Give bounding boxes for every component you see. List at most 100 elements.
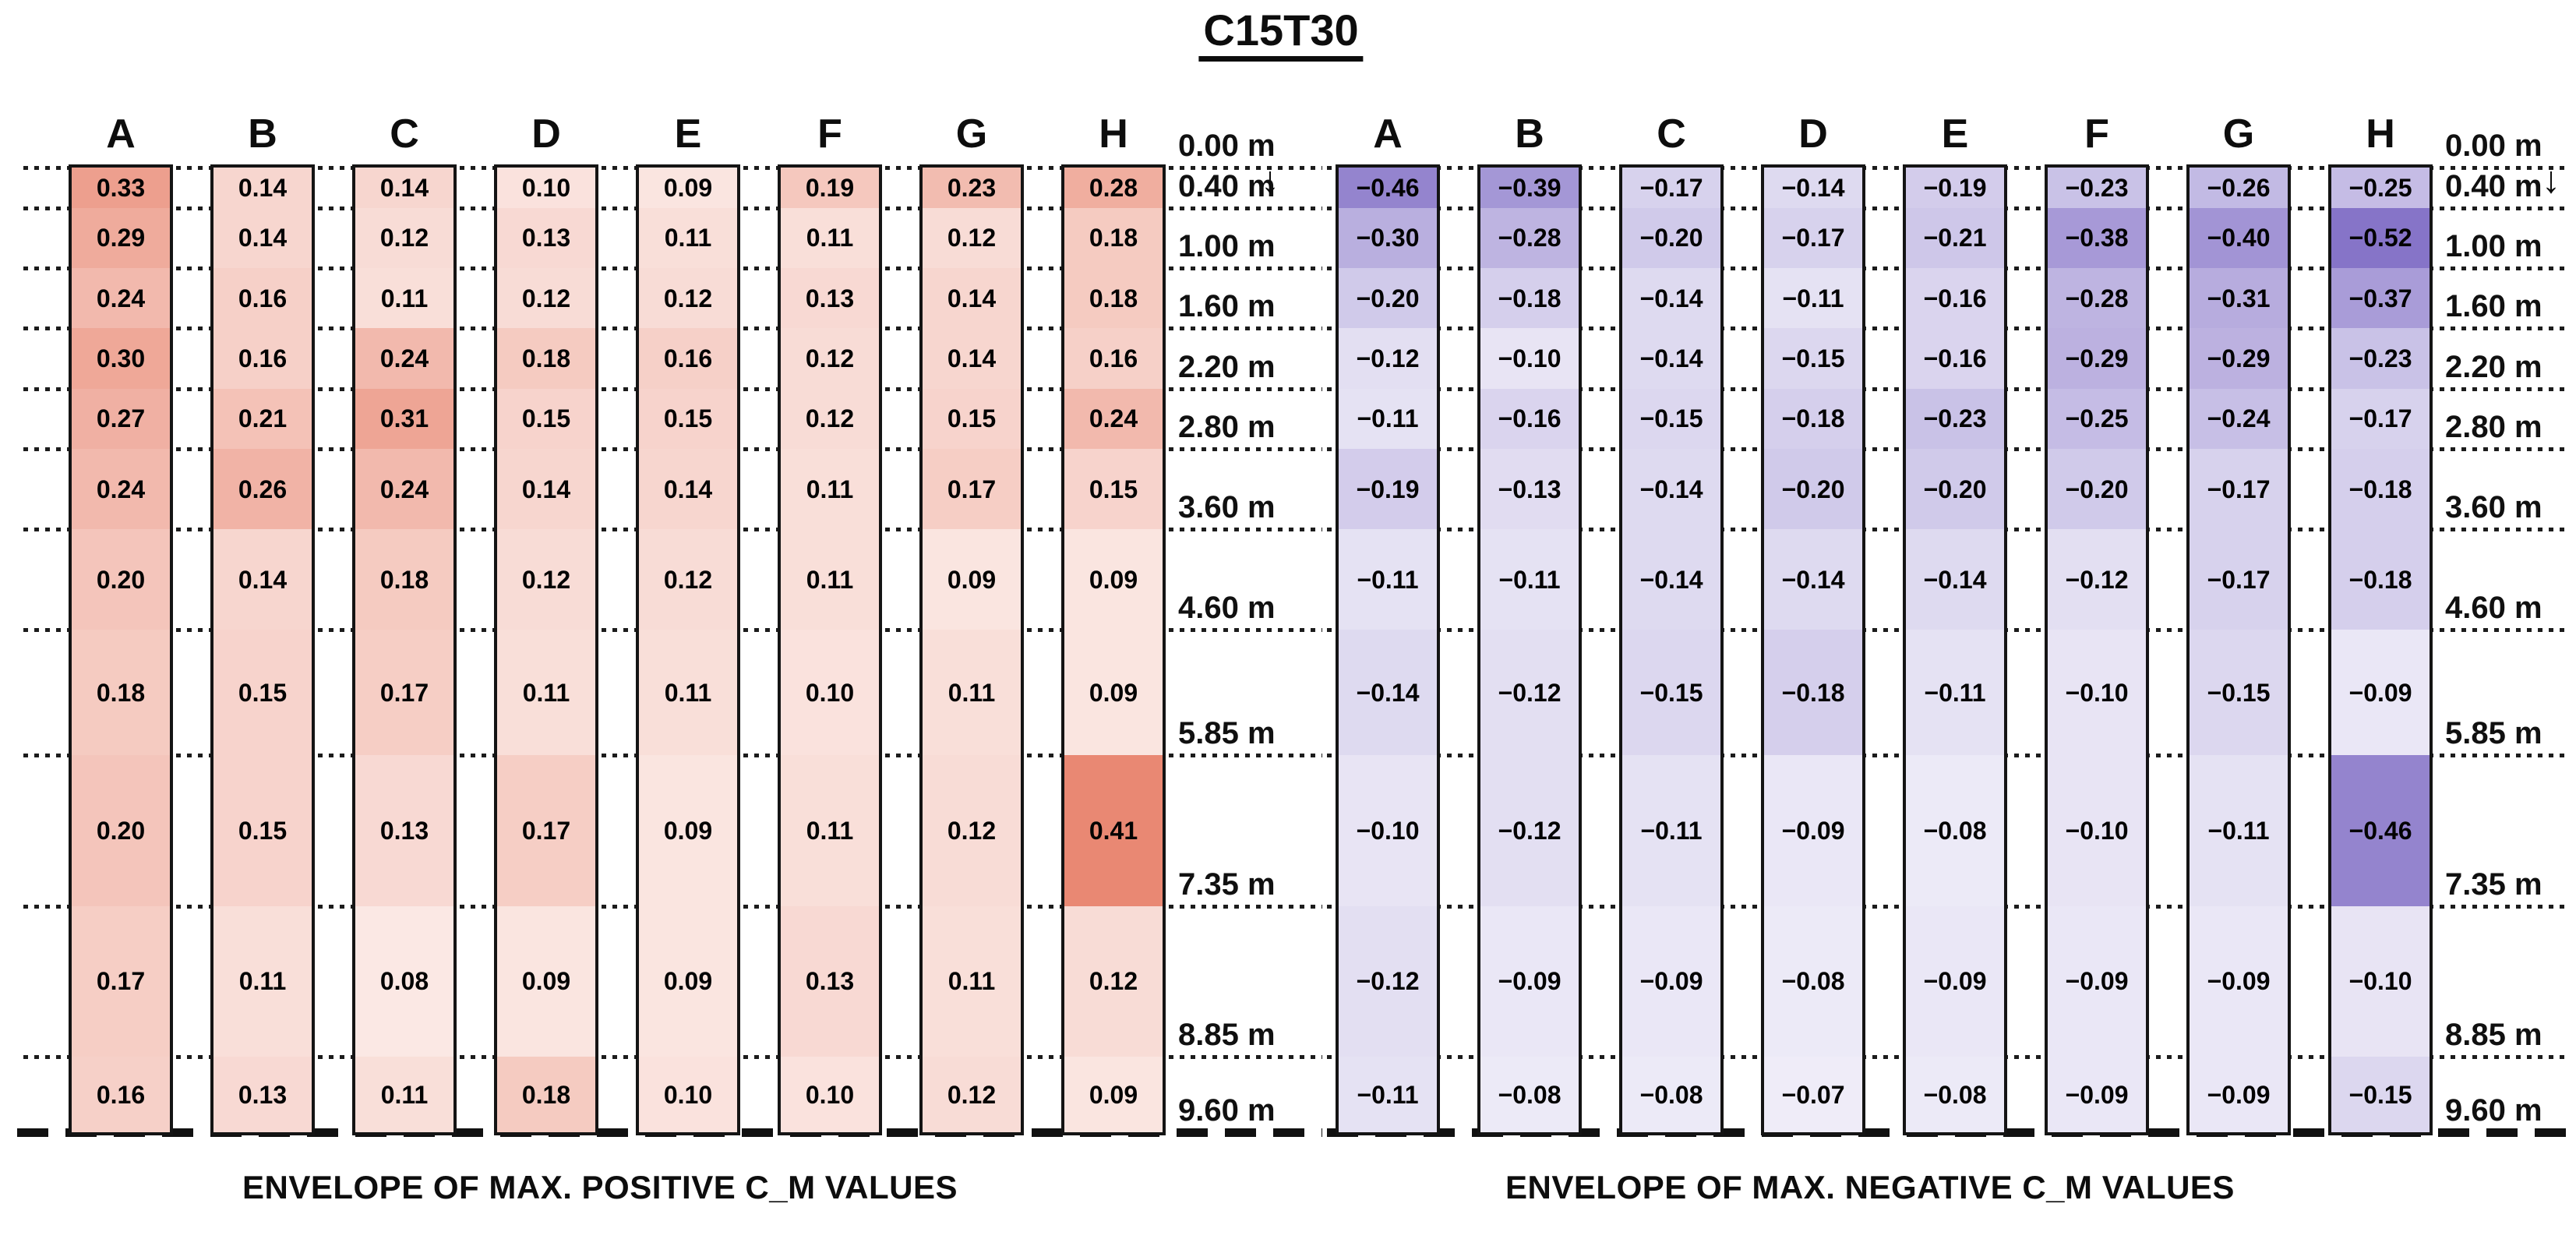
- heatmap-cell: −0.12: [2048, 529, 2146, 630]
- cell-value: −0.12: [1498, 678, 1561, 707]
- cell-value: −0.09: [2065, 967, 2129, 996]
- cell-value: 0.11: [522, 678, 570, 707]
- heatmap-cell: −0.08: [1764, 905, 1862, 1057]
- heatmap-cell: −0.18: [2331, 529, 2430, 630]
- cell-value: 0.14: [663, 475, 713, 503]
- depth-tick-label: 5.85 m: [2445, 716, 2542, 750]
- depth-tick-label: 4.60 m: [2445, 591, 2542, 625]
- heatmap-cell: −0.20: [2048, 449, 2146, 530]
- depth-tick-label: 1.00 m: [1178, 229, 1276, 263]
- profile-column: 0.23 0.12 0.14 0.14 0.15 0.17 0.09 0.11 0.12 0.11…: [919, 164, 1024, 1135]
- cell-value: −0.18: [2348, 475, 2412, 503]
- column-header: G: [2222, 111, 2255, 157]
- profile-column: 0.33 0.29 0.24 0.30 0.27 0.24 0.20 0.18 0.20 0.17…: [69, 164, 173, 1135]
- heatmap-cell: 0.11: [355, 268, 453, 329]
- cell-value: −0.13: [1498, 475, 1561, 503]
- heatmap-cell: 0.13: [497, 207, 595, 268]
- cell-value: −0.14: [1923, 565, 1987, 594]
- column-header: B: [1515, 111, 1544, 157]
- cell-value: −0.10: [2348, 967, 2412, 996]
- heatmap-cell: 0.23: [923, 168, 1021, 208]
- cell-value: 0.11: [947, 678, 996, 707]
- column-header: A: [106, 111, 136, 157]
- heatmap-cell: −0.17: [2331, 388, 2430, 450]
- cell-value: −0.11: [2207, 817, 2270, 845]
- cell-value: 0.09: [947, 565, 997, 594]
- down-arrow-icon: ↓: [2542, 160, 2560, 201]
- cell-value: −0.46: [1356, 173, 1420, 202]
- heatmap-cell: −0.46: [2331, 755, 2430, 906]
- cell-value: 0.12: [947, 817, 997, 845]
- cell-value: −0.08: [1923, 1080, 1987, 1109]
- heatmap-cell: −0.09: [2048, 905, 2146, 1057]
- depth-tick-label: 2.80 m: [2445, 410, 2542, 444]
- heatmap-cell: 0.10: [497, 168, 595, 208]
- cell-value: 0.15: [238, 817, 288, 845]
- heatmap-cell: 0.09: [1064, 630, 1163, 756]
- depth-tick-label: 0.40 m: [2445, 169, 2542, 203]
- cell-value: 0.18: [1089, 224, 1138, 252]
- cell-value: 0.15: [521, 404, 571, 433]
- heatmap-cell: 0.20: [72, 529, 170, 630]
- heatmap-cell: −0.14: [1622, 529, 1720, 630]
- cell-value: 0.15: [663, 404, 713, 433]
- heatmap-cell: 0.10: [639, 1057, 737, 1132]
- cell-value: −0.39: [1498, 173, 1561, 202]
- cell-value: 0.12: [947, 224, 997, 252]
- heatmap-cell: 0.21: [213, 388, 312, 450]
- cell-value: 0.09: [663, 173, 713, 202]
- heatmap-cell: −0.14: [1764, 529, 1862, 630]
- cell-value: 0.19: [805, 173, 855, 202]
- cell-value: 0.13: [379, 817, 429, 845]
- column-header: E: [674, 111, 702, 157]
- cell-value: −0.20: [1923, 475, 1987, 503]
- cell-value: 0.15: [947, 404, 997, 433]
- heatmap-cell: −0.19: [1339, 449, 1437, 530]
- heatmap-cell: 0.24: [72, 449, 170, 530]
- heatmap-cell: −0.28: [2048, 268, 2146, 329]
- cell-value: 0.18: [521, 1080, 571, 1109]
- cell-value: 0.11: [664, 224, 712, 252]
- cell-value: −0.37: [2348, 284, 2412, 312]
- cell-value: 0.10: [521, 173, 571, 202]
- heatmap-cell: 0.13: [213, 1057, 312, 1132]
- heatmap-cell: 0.12: [497, 529, 595, 630]
- heatmap-cell: 0.14: [213, 529, 312, 630]
- cell-value: 0.16: [238, 344, 288, 372]
- depth-tick-label: 7.35 m: [2445, 867, 2542, 902]
- cell-value: 0.24: [96, 475, 146, 503]
- cell-value: −0.17: [2348, 404, 2412, 433]
- cell-value: 0.31: [379, 404, 429, 433]
- cell-value: 0.08: [379, 967, 429, 996]
- heatmap-cell: 0.10: [781, 1057, 879, 1132]
- heatmap-cell: −0.11: [1906, 630, 2004, 756]
- heatmap-cell: 0.11: [781, 207, 879, 268]
- column-header: C: [390, 111, 419, 157]
- heatmap-cell: 0.31: [355, 388, 453, 450]
- heatmap-cell: −0.11: [1339, 529, 1437, 630]
- heatmap-cell: 0.18: [497, 1057, 595, 1132]
- cell-value: 0.10: [663, 1080, 713, 1109]
- profile-column: 0.14 0.14 0.16 0.16 0.21 0.26 0.14 0.15 0.15 0.11…: [210, 164, 315, 1135]
- heatmap-cell: 0.09: [497, 905, 595, 1057]
- cell-value: −0.14: [1781, 173, 1845, 202]
- heatmap-cell: −0.12: [1480, 630, 1579, 756]
- heatmap-cell: 0.16: [72, 1057, 170, 1132]
- heatmap-cell: 0.13: [781, 268, 879, 329]
- cell-value: 0.12: [663, 284, 713, 312]
- heatmap-cell: 0.15: [213, 755, 312, 906]
- cell-value: 0.24: [379, 475, 429, 503]
- heatmap-cell: −0.46: [1339, 168, 1437, 208]
- depth-tick-label: 9.60 m: [1178, 1093, 1276, 1128]
- cell-value: −0.11: [1498, 565, 1561, 594]
- heatmap-cell: 0.16: [213, 328, 312, 389]
- cell-value: 0.11: [806, 565, 854, 594]
- cell-value: −0.09: [1781, 817, 1845, 845]
- cell-value: 0.15: [238, 678, 288, 707]
- cell-value: 0.11: [380, 284, 429, 312]
- heatmap-cell: −0.10: [1339, 755, 1437, 906]
- column-header: D: [1798, 111, 1828, 157]
- cell-value: −0.20: [1639, 224, 1703, 252]
- cell-value: 0.09: [663, 967, 713, 996]
- cell-value: −0.23: [1923, 404, 1987, 433]
